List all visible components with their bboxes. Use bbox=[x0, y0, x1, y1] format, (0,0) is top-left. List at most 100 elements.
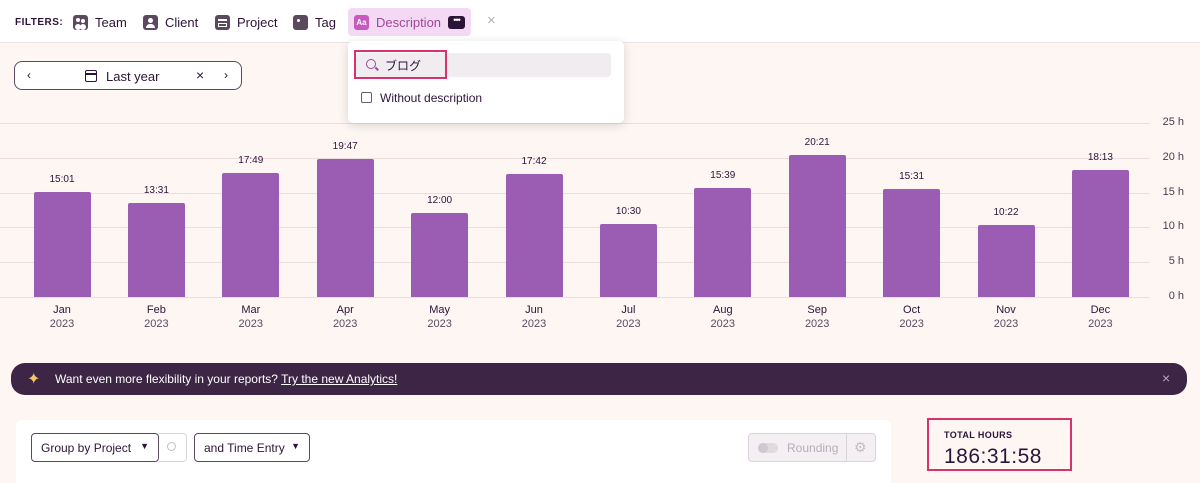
bar-dec[interactable] bbox=[1071, 170, 1129, 297]
x-tick-year: 2023 bbox=[1088, 318, 1113, 330]
y-tick-label: 25 h bbox=[1162, 116, 1184, 128]
y-tick-label: 0 h bbox=[1168, 290, 1184, 302]
grid-line bbox=[0, 227, 1150, 229]
tag-icon bbox=[293, 14, 308, 30]
x-tick-year: 2023 bbox=[993, 318, 1019, 330]
report-panel: Group by Project ▼ and Time Entry ▼ Roun… bbox=[16, 420, 891, 483]
bar-value-label: 18:13 bbox=[1087, 152, 1113, 164]
filter-client-label: Client bbox=[165, 14, 199, 30]
filter-client[interactable]: Client bbox=[143, 13, 198, 31]
y-tick-label: 20 h bbox=[1162, 150, 1184, 163]
filter-project[interactable]: Project bbox=[215, 13, 277, 31]
x-tick-month: Oct bbox=[903, 304, 921, 316]
group-by-label: Group by Project bbox=[41, 441, 132, 455]
subgroup-select[interactable]: and Time Entry ▼ bbox=[194, 433, 310, 462]
try-analytics-link[interactable]: Try the new Analytics! bbox=[281, 372, 398, 386]
x-tick-year: 2023 bbox=[616, 318, 641, 330]
bar-value-label: 15:39 bbox=[710, 170, 736, 182]
without-description-checkbox[interactable] bbox=[361, 92, 372, 103]
x-tick-month: Aug bbox=[713, 304, 733, 316]
bar-value-label: 13:31 bbox=[143, 184, 169, 196]
team-icon bbox=[73, 14, 88, 30]
close-banner-icon[interactable]: × bbox=[1162, 370, 1171, 386]
bar-value-label: 17:42 bbox=[521, 155, 547, 167]
search-icon bbox=[167, 442, 176, 451]
bar-nov[interactable] bbox=[977, 224, 1035, 297]
search-icon bbox=[366, 59, 376, 69]
bar-value-label: 15:01 bbox=[49, 174, 75, 186]
clear-date-icon[interactable]: × bbox=[196, 67, 205, 83]
calendar-icon bbox=[85, 70, 97, 82]
filter-tag[interactable]: Tag bbox=[293, 13, 336, 31]
x-tick-month: Jan bbox=[53, 304, 71, 316]
x-tick-year: 2023 bbox=[238, 318, 264, 330]
x-tick-month: Dec bbox=[1090, 304, 1111, 316]
x-tick-year: 2023 bbox=[521, 318, 547, 330]
filter-bar: FILTERS: Team Client Project Tag Aa Desc… bbox=[0, 0, 1200, 43]
group-search-button[interactable] bbox=[159, 433, 187, 462]
bar-mar[interactable] bbox=[222, 172, 280, 297]
y-tick-label: 15 h bbox=[1162, 185, 1184, 198]
grid-line bbox=[0, 297, 1150, 298]
chevron-down-icon: ▼ bbox=[291, 441, 300, 451]
y-tick-label: 5 h bbox=[1168, 255, 1184, 268]
x-tick-month: Jul bbox=[621, 304, 636, 316]
total-hours-value: 186:31:58 bbox=[944, 445, 1042, 468]
prev-period-button[interactable]: ‹ bbox=[27, 68, 31, 82]
x-tick-month: Feb bbox=[146, 304, 166, 316]
gear-icon[interactable]: ⚙ bbox=[854, 439, 867, 455]
banner-text: Want even more flexibility in your repor… bbox=[55, 372, 397, 386]
date-range-label[interactable]: Last year bbox=[106, 69, 160, 84]
grid-line bbox=[0, 192, 1150, 194]
bar-jan[interactable] bbox=[33, 192, 91, 297]
x-tick-month: Mar bbox=[241, 304, 261, 316]
bar-value-label: 10:22 bbox=[993, 206, 1019, 218]
x-tick-year: 2023 bbox=[144, 318, 169, 330]
date-range-picker[interactable]: ‹ Last year × › bbox=[14, 61, 242, 90]
description-filter-dropdown: ブログ Without description bbox=[348, 41, 624, 123]
bar-feb[interactable] bbox=[127, 202, 185, 297]
filter-team[interactable]: Team bbox=[73, 13, 127, 31]
group-by-select[interactable]: Group by Project ▼ bbox=[31, 433, 159, 462]
bar-value-label: 12:00 bbox=[427, 195, 453, 207]
y-tick-label: 10 h bbox=[1162, 220, 1184, 233]
bar-value-label: 20:21 bbox=[804, 137, 830, 149]
bar-may[interactable] bbox=[411, 213, 469, 297]
x-tick-year: 2023 bbox=[899, 318, 924, 330]
bar-jul[interactable] bbox=[599, 223, 657, 297]
rounding-control[interactable]: Rounding ⚙ bbox=[748, 433, 876, 462]
total-hours-label: TOTAL HOURS bbox=[944, 430, 1013, 440]
bar-value-label: 19:47 bbox=[332, 141, 358, 153]
clear-filters-icon[interactable]: × bbox=[487, 12, 496, 29]
banner-message: Want even more flexibility in your repor… bbox=[55, 372, 282, 386]
more-options-button[interactable]: ••• bbox=[448, 15, 466, 29]
hours-bar-chart: 0 h 5 h 10 h 15 h 20 h 25 h 15:01 Jan 2023 13:31 F… bbox=[0, 100, 1200, 340]
filter-description[interactable]: Aa Description ••• bbox=[348, 8, 472, 36]
next-period-button[interactable]: › bbox=[224, 68, 228, 82]
x-tick-month: Sep bbox=[807, 304, 827, 316]
bar-value-label: 17:49 bbox=[238, 154, 264, 166]
analytics-banner: ✦ Want even more flexibility in your rep… bbox=[11, 363, 1187, 395]
grid-line bbox=[0, 157, 1150, 159]
bar-value-label: 10:30 bbox=[615, 205, 641, 217]
bar-sep[interactable] bbox=[788, 155, 846, 297]
rounding-toggle[interactable] bbox=[758, 443, 778, 453]
x-tick-year: 2023 bbox=[804, 318, 830, 330]
sparkle-icon: ✦ bbox=[27, 371, 41, 388]
bar-oct[interactable] bbox=[883, 189, 941, 297]
x-tick-month: May bbox=[429, 304, 450, 316]
chevron-down-icon: ▼ bbox=[140, 441, 149, 451]
description-search-input[interactable] bbox=[356, 53, 611, 77]
without-description-label[interactable]: Without description bbox=[380, 91, 483, 105]
description-search-value[interactable]: ブログ bbox=[385, 59, 422, 73]
bar-apr[interactable] bbox=[316, 159, 374, 297]
x-tick-month: Jun bbox=[525, 304, 543, 316]
bar-jun[interactable] bbox=[505, 173, 563, 297]
grid-line bbox=[0, 262, 1150, 264]
filter-team-label: Team bbox=[95, 14, 127, 30]
filters-label: FILTERS: bbox=[15, 17, 64, 28]
filter-description-label: Description bbox=[376, 14, 442, 30]
bar-aug[interactable] bbox=[694, 188, 752, 297]
total-hours-box: TOTAL HOURS 186:31:58 bbox=[927, 418, 1072, 471]
x-tick-year: 2023 bbox=[49, 318, 75, 330]
